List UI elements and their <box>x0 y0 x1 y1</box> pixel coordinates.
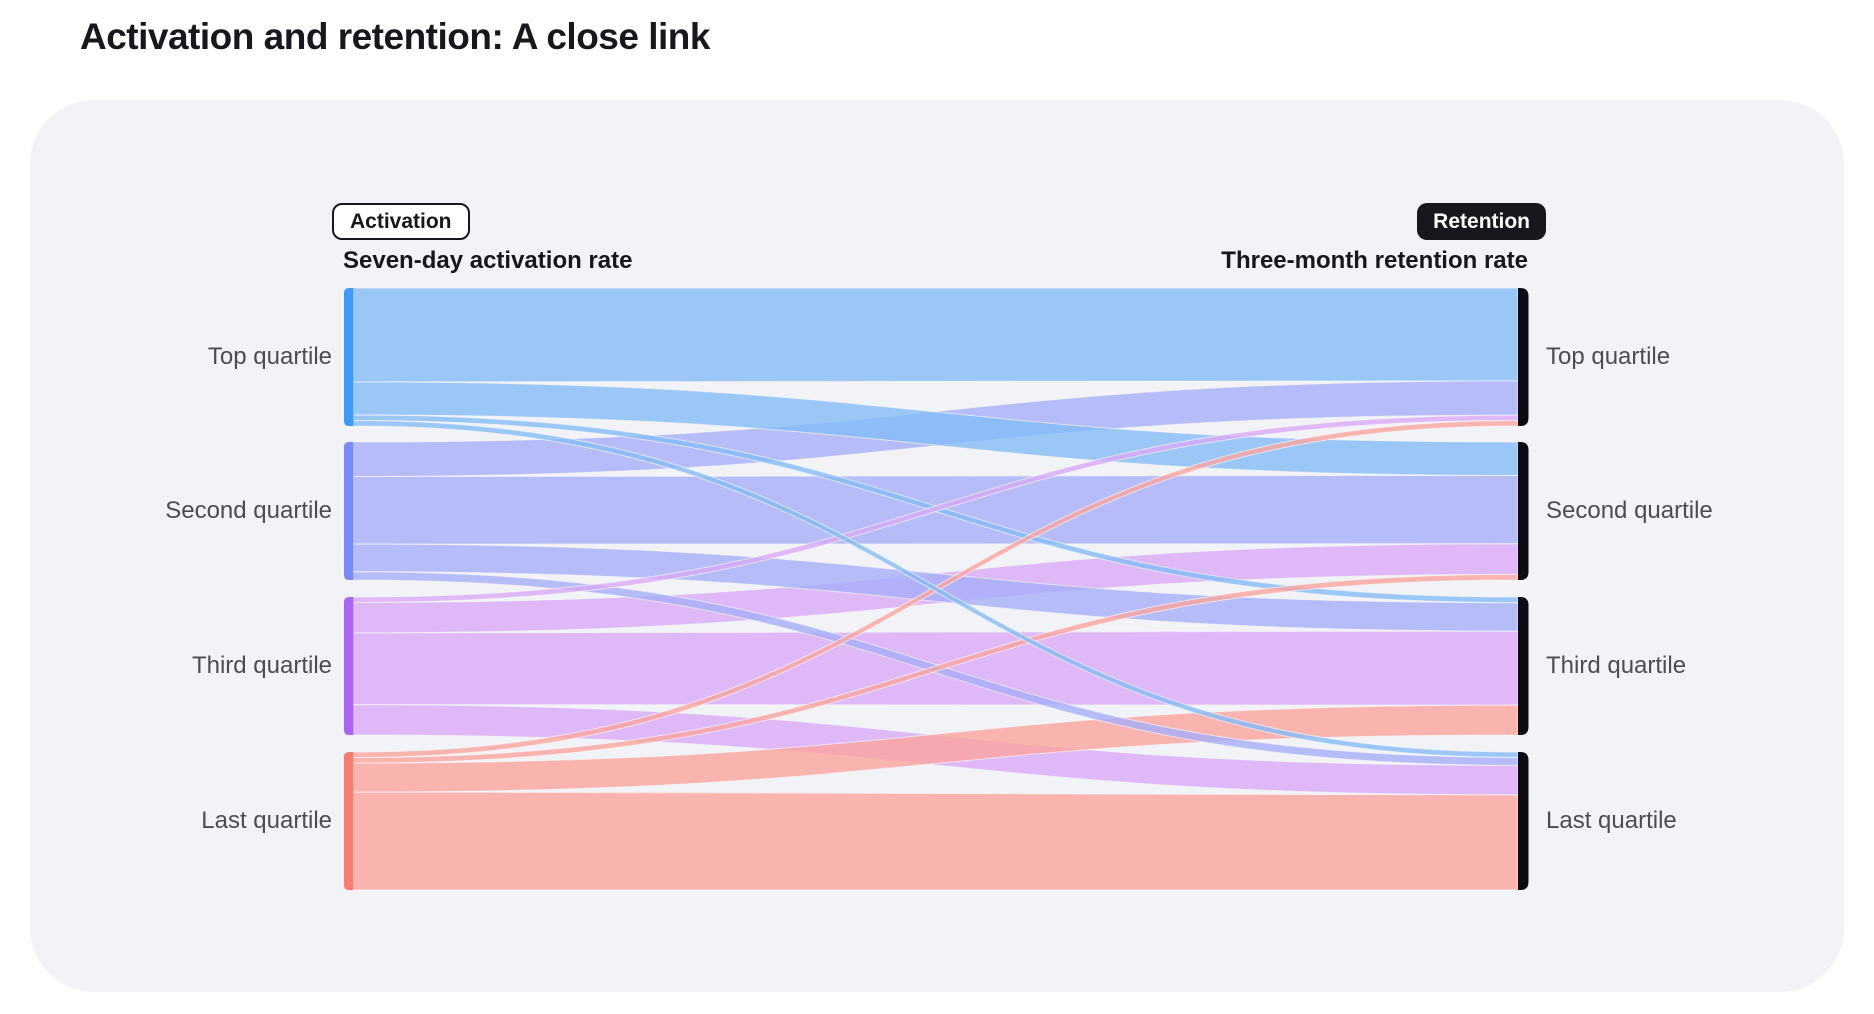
left-node-label-last: Last quartile <box>201 807 332 834</box>
left-node-label-top: Top quartile <box>207 343 332 370</box>
chart-card <box>30 100 1844 992</box>
activation-badge[interactable]: Activation <box>332 203 470 240</box>
retention-badge-label: Retention <box>1433 209 1530 233</box>
activation-axis-label: Seven-day activation rate <box>343 247 633 274</box>
right-node-label-last: Last quartile <box>1546 807 1677 834</box>
left-node-label-second: Second quartile <box>165 497 332 524</box>
right-node-label-top: Top quartile <box>1546 343 1671 370</box>
left-node-label-third: Third quartile <box>191 652 332 679</box>
right-node-label-second: Second quartile <box>1546 497 1713 524</box>
retention-axis-label: Three-month retention rate <box>1221 247 1528 274</box>
page-title: Activation and retention: A close link <box>80 16 710 57</box>
retention-badge[interactable]: Retention <box>1417 203 1546 240</box>
activation-badge-label: Activation <box>350 209 452 233</box>
right-node-label-third: Third quartile <box>1546 652 1687 679</box>
